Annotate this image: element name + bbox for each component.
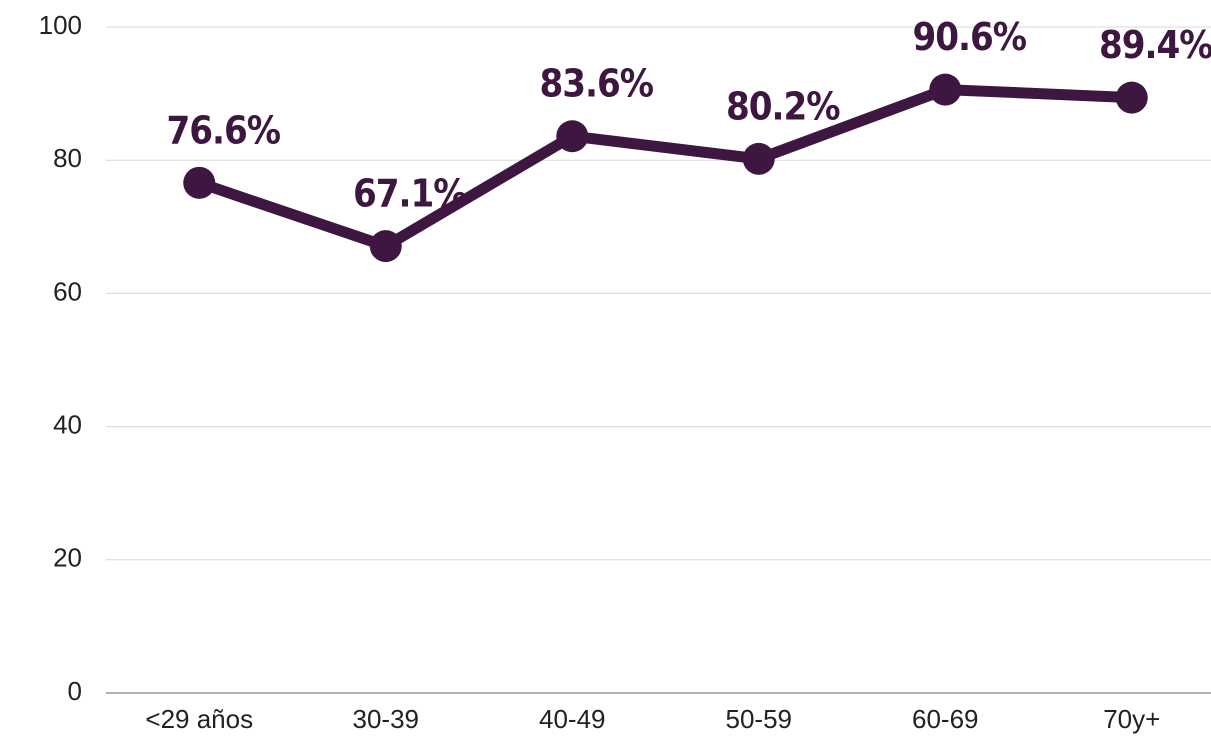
- x-tick-label: <29 años: [145, 704, 253, 734]
- data-label: 76.6%: [166, 108, 280, 152]
- data-label: 90.6%: [912, 15, 1026, 59]
- x-tick-label: 30-39: [353, 704, 420, 734]
- data-label: 67.1%: [353, 172, 467, 216]
- marker: [929, 73, 962, 106]
- data-label: 83.6%: [539, 62, 653, 106]
- marker: [369, 230, 402, 263]
- y-tick-label: 0: [68, 676, 82, 706]
- marker: [556, 120, 589, 153]
- data-label: 89.4%: [1099, 23, 1211, 67]
- x-tick-label: 60-69: [912, 704, 979, 734]
- x-tick-label: 40-49: [539, 704, 606, 734]
- x-tick-label: 70y+: [1103, 704, 1160, 734]
- y-tick-label: 80: [53, 143, 82, 173]
- marker: [1115, 81, 1148, 114]
- marker: [742, 142, 775, 175]
- y-tick-label: 60: [53, 276, 82, 306]
- y-tick-label: 20: [53, 543, 82, 573]
- y-tick-label: 40: [53, 409, 82, 439]
- line: [197, 84, 1132, 252]
- marker: [183, 166, 216, 199]
- data-label: 80.2%: [726, 84, 840, 128]
- x-tick-label: 50-59: [726, 704, 793, 734]
- y-tick-label: 100: [39, 10, 82, 40]
